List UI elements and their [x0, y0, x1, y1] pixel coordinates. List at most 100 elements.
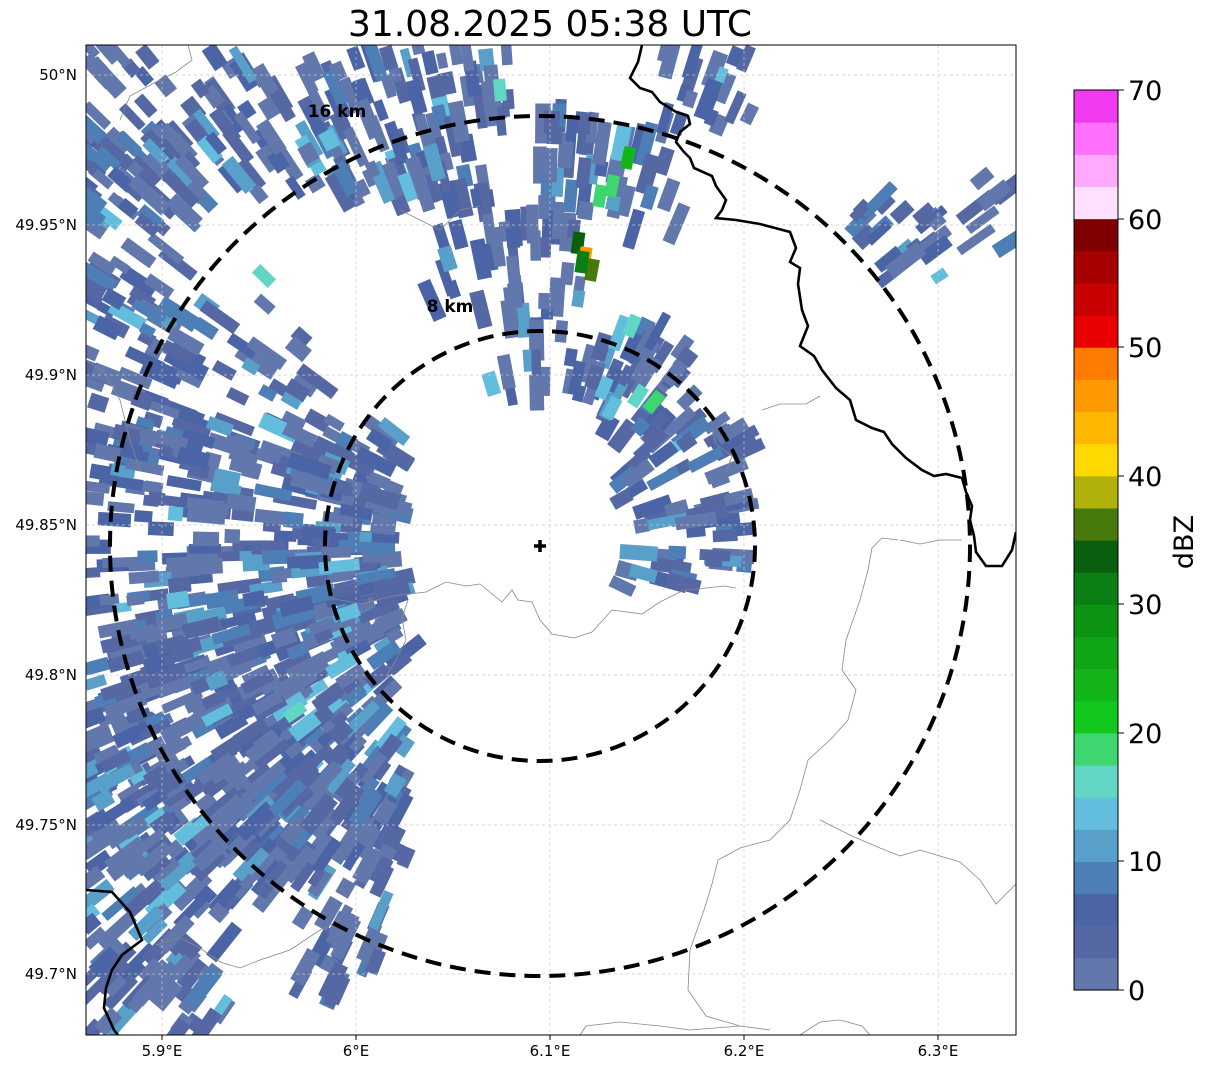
echo-bin — [86, 287, 103, 310]
echo-bin — [226, 693, 260, 721]
echo-bin — [196, 752, 236, 786]
echo-bin — [272, 768, 302, 798]
echo-bin — [384, 120, 410, 166]
echo-bin — [166, 193, 203, 230]
echo-bin — [168, 932, 196, 960]
echo-bin — [445, 279, 462, 300]
echo-bin — [97, 135, 134, 171]
echo-bin — [288, 644, 309, 660]
echo-bin — [530, 230, 542, 261]
echo-bin — [366, 541, 396, 556]
echo-bin — [396, 845, 416, 869]
echo-bin — [676, 384, 703, 411]
echo-bin — [128, 570, 160, 585]
echo-bin — [597, 342, 617, 370]
echo-bin — [335, 662, 367, 690]
echo-bin — [176, 446, 211, 469]
echo-bin-strong — [251, 264, 277, 288]
echo-bin — [592, 120, 612, 166]
y-tick-label: 49.85°N — [15, 516, 77, 534]
colorbar-swatch — [1074, 861, 1118, 895]
map-area[interactable]: 16 km 8 km — [65, 25, 1031, 1044]
echo-bin — [311, 684, 344, 713]
echo-bin — [133, 841, 173, 877]
echo-bin — [86, 199, 107, 229]
echo-bin — [269, 88, 296, 123]
x-tick-label: 5.9°E — [142, 1042, 183, 1060]
echo-bin — [302, 527, 337, 541]
echo-bin — [705, 555, 723, 568]
echo-bin — [308, 760, 343, 797]
echo-bin — [739, 102, 760, 126]
echo-bin — [630, 416, 651, 437]
echo-bin — [251, 690, 284, 716]
echo-bin — [736, 45, 756, 73]
echo-bin — [330, 711, 349, 728]
y-tick-label: 50°N — [39, 66, 77, 84]
echo-bin — [86, 656, 111, 680]
echo-bin — [590, 331, 613, 363]
echo-bin — [290, 326, 313, 348]
colorbar-tick-label: 40 — [1128, 462, 1162, 493]
echo-bin-strong — [642, 389, 666, 415]
echo-bin — [88, 946, 121, 978]
echo-bin — [294, 668, 318, 689]
echo-bin — [86, 926, 108, 950]
echo-bin — [622, 208, 646, 250]
echo-bin — [147, 232, 185, 265]
echo-bin — [628, 563, 658, 584]
echo-bin — [365, 948, 386, 976]
echo-bin — [240, 460, 263, 480]
echo-bin — [965, 205, 1000, 235]
echo-bin — [594, 413, 620, 442]
echo-bin — [422, 143, 446, 182]
echo-bin — [205, 921, 243, 963]
colorbar-swatch — [1074, 700, 1118, 734]
echo-bin — [331, 160, 360, 197]
echo-bin — [476, 243, 495, 271]
echo-bin — [884, 241, 927, 279]
echo-bin — [639, 184, 659, 211]
echo-bin-strong — [622, 313, 642, 339]
echo-bin — [991, 225, 1016, 259]
echo-bin — [656, 177, 681, 213]
echo-bin — [86, 183, 108, 214]
radar-site-marker[interactable] — [534, 540, 546, 552]
echo-bin — [86, 832, 111, 861]
echo-bin — [219, 611, 257, 630]
colorbar-tick-label: 20 — [1128, 719, 1162, 750]
echo-bin — [257, 95, 281, 121]
echo-bin — [254, 738, 291, 770]
echo-bin — [103, 973, 127, 998]
echo-bin — [723, 487, 755, 507]
echo-bin — [865, 220, 892, 246]
y-tick-label: 49.9°N — [25, 366, 77, 384]
colorbar-swatch — [1074, 347, 1118, 380]
echo-bin — [575, 157, 592, 190]
echo-bin — [95, 763, 136, 794]
echo-bin — [496, 353, 516, 390]
echo-bin — [167, 401, 206, 426]
echo-bin — [86, 912, 102, 935]
echo-bin — [137, 550, 158, 563]
echo-bin — [872, 191, 896, 216]
echo-bin — [448, 219, 469, 250]
echo-bin — [372, 99, 389, 122]
echo-bin — [93, 1007, 123, 1035]
echo-bin — [211, 623, 252, 645]
echo-bin — [397, 171, 421, 203]
echo-bin — [307, 868, 332, 898]
echo-bin — [329, 624, 373, 655]
echo-bin — [147, 521, 174, 537]
echo-bin — [86, 157, 99, 176]
echo-bin — [209, 107, 242, 145]
echo-bin — [126, 593, 145, 607]
echo-bin — [693, 77, 723, 122]
echo-bin — [121, 814, 149, 840]
echo-bin — [143, 807, 168, 829]
echo-bin — [385, 626, 404, 644]
echo-bin-strong — [493, 78, 507, 102]
echo-bin — [270, 570, 288, 584]
echo-bin — [101, 886, 140, 921]
echo-bin — [538, 292, 554, 310]
